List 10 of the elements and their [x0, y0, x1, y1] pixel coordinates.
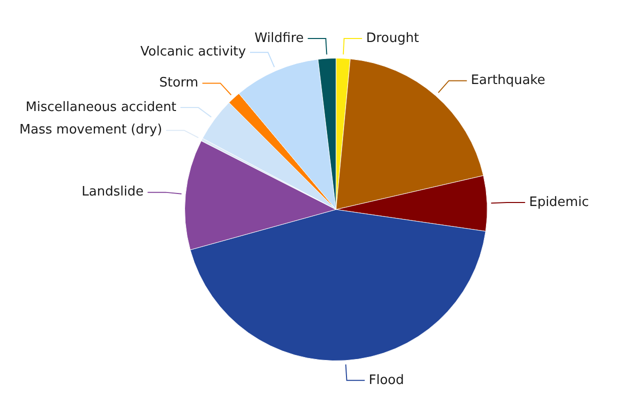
slice-label: Epidemic — [529, 194, 589, 210]
slice-label: Mass movement (dry) — [19, 122, 162, 138]
slice-label: Flood — [368, 372, 404, 388]
slice-label: Storm — [159, 76, 198, 91]
slice-label: Landslide — [82, 184, 144, 200]
slice-label: Miscellaneous accident — [26, 100, 176, 115]
slice-label: Drought — [366, 30, 419, 46]
slice-label: Wildfire — [254, 30, 304, 46]
slice-label: Earthquake — [470, 73, 546, 88]
slice-label: Volcanic activity — [140, 44, 246, 60]
